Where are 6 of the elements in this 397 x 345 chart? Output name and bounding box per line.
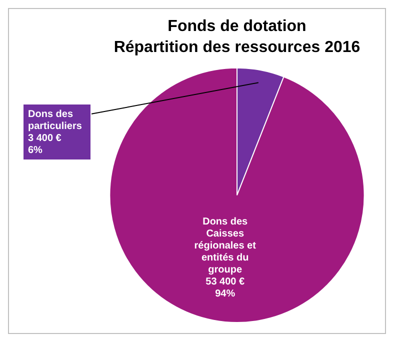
data-label: 3 400 € 6% — [28, 132, 62, 156]
chart-title: Fonds de dotation — [168, 18, 306, 36]
slice-label: Dons des particuliers — [28, 108, 82, 132]
chart-subtitle: Répartition des ressources 2016 — [114, 39, 360, 56]
data-label: 53 400 € 94% — [206, 276, 245, 300]
slice-label: Dons des Caisses régionales et entités du groupe — [194, 216, 257, 276]
